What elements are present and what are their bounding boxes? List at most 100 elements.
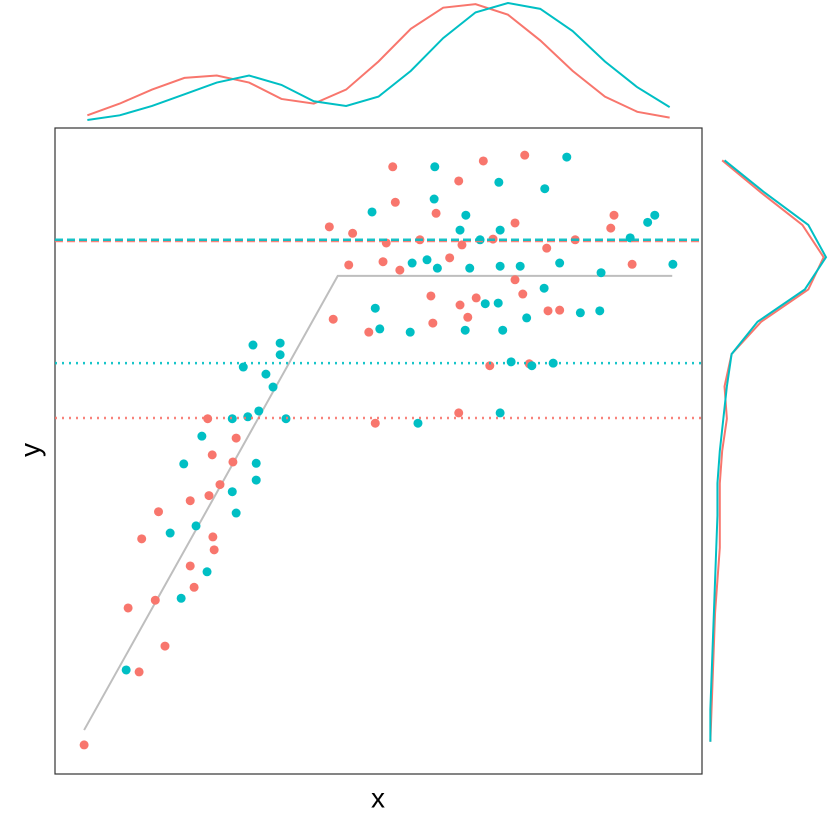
point	[154, 507, 164, 517]
point	[575, 308, 585, 318]
point	[606, 223, 616, 233]
point	[555, 258, 565, 268]
point	[543, 306, 553, 316]
point	[243, 412, 253, 422]
point	[137, 534, 147, 544]
point	[191, 521, 201, 531]
point	[238, 362, 248, 372]
point	[465, 263, 475, 273]
point	[207, 450, 217, 460]
point	[248, 340, 258, 350]
point	[390, 197, 400, 207]
point	[495, 408, 505, 418]
point	[328, 314, 338, 324]
point	[430, 162, 440, 172]
trend-line	[83, 274, 673, 731]
point	[426, 291, 436, 301]
point	[478, 156, 488, 166]
point	[485, 361, 495, 371]
point	[215, 480, 225, 490]
right-density-curve	[709, 159, 828, 742]
point	[460, 325, 470, 335]
point	[348, 228, 358, 238]
point	[231, 433, 241, 443]
point	[281, 414, 291, 424]
point	[432, 263, 442, 273]
right-density-curve	[709, 159, 825, 742]
point	[209, 545, 219, 555]
point	[370, 418, 380, 428]
point	[413, 418, 423, 428]
point	[375, 324, 385, 334]
point	[228, 457, 238, 467]
point	[493, 298, 503, 308]
point	[461, 210, 471, 220]
x-axis-label: x	[371, 782, 385, 813]
top-density-curve	[87, 1, 671, 121]
point	[208, 532, 218, 542]
point	[454, 176, 464, 186]
point	[463, 312, 473, 322]
point	[539, 283, 549, 293]
point	[378, 257, 388, 267]
point	[455, 300, 465, 310]
point	[510, 218, 520, 228]
point	[203, 414, 213, 424]
point	[429, 194, 439, 204]
point	[121, 665, 131, 675]
point	[494, 177, 504, 187]
point	[668, 259, 678, 269]
point	[202, 567, 212, 577]
point	[542, 243, 552, 253]
point	[405, 327, 415, 337]
top-density-curve	[87, 3, 670, 119]
point	[150, 595, 160, 605]
point	[79, 740, 89, 750]
point	[275, 338, 285, 348]
point	[268, 382, 278, 392]
point	[395, 265, 405, 275]
point	[388, 162, 398, 172]
point	[627, 259, 637, 269]
point	[324, 222, 334, 232]
point	[165, 528, 175, 538]
point	[134, 667, 144, 677]
point	[506, 357, 516, 367]
point	[407, 258, 417, 268]
point	[364, 327, 374, 337]
point	[261, 369, 271, 379]
point	[197, 431, 207, 441]
point	[650, 210, 660, 220]
point	[609, 210, 619, 220]
point	[179, 459, 189, 469]
point	[540, 184, 550, 194]
point	[227, 414, 237, 424]
point	[428, 318, 438, 328]
point	[189, 582, 199, 592]
point	[370, 303, 380, 313]
point	[275, 350, 285, 360]
point	[595, 306, 605, 316]
point	[518, 289, 528, 299]
plot-frame	[54, 127, 703, 775]
point	[251, 458, 261, 468]
point	[367, 207, 377, 217]
point	[480, 299, 490, 309]
point	[527, 361, 537, 371]
point	[495, 225, 505, 235]
point	[495, 261, 505, 271]
point	[231, 508, 241, 518]
point	[515, 261, 525, 271]
point	[251, 475, 261, 485]
point	[185, 496, 195, 506]
point	[445, 253, 455, 263]
point	[123, 603, 133, 613]
point	[643, 217, 653, 227]
point	[431, 208, 441, 218]
point	[498, 325, 508, 335]
point	[471, 293, 481, 303]
point	[555, 305, 565, 315]
point	[185, 561, 195, 571]
point	[457, 240, 467, 250]
